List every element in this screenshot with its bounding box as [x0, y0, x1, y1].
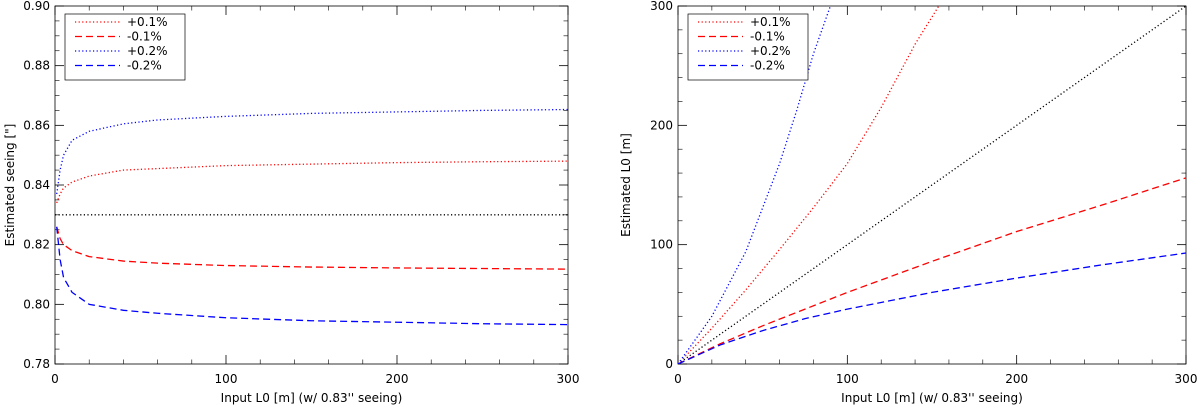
right-data-area [678, 6, 1186, 364]
right-xtick-label: 100 [836, 372, 859, 386]
left-xtick-label: 200 [386, 372, 409, 386]
left-series-line-4 [56, 226, 568, 326]
left-ytick-label: 0.90 [23, 0, 50, 13]
left-legend-label: +0.2% [127, 44, 168, 58]
right-legend: +0.1%-0.1%+0.2%-0.2% [687, 13, 809, 81]
right-series-line-4 [678, 252, 1186, 364]
left-xtick-label: 0 [51, 372, 59, 386]
right-xtick-label: 300 [1175, 372, 1198, 386]
right-legend-label: +0.1% [750, 15, 791, 29]
left-legend: +0.1%-0.1%+0.2%-0.2% [64, 13, 186, 81]
left-legend-box [64, 13, 186, 81]
left-series-line-3 [56, 108, 568, 195]
left-legend-label: -0.2% [127, 59, 162, 73]
left-ytick-label: 0.78 [23, 357, 50, 371]
left-data-area [55, 108, 568, 326]
left-ytick-label: 0.80 [23, 297, 50, 311]
right-ytick-label: 200 [650, 118, 673, 132]
left-series-line-1 [56, 160, 568, 204]
right-reference-line [678, 6, 1186, 364]
right-legend-label: -0.1% [750, 30, 785, 44]
right-legend-label: +0.2% [750, 44, 791, 58]
right-ytick-label: 300 [650, 0, 673, 13]
right-ytick-label: 100 [650, 238, 673, 252]
right-chart-panel: 0 100 200 300 0 100 200 300 Input L0 [m] (w/ 0.8… [619, 0, 1197, 405]
left-ytick-label: 0.84 [23, 178, 50, 192]
right-xtick-label: 200 [1005, 372, 1028, 386]
right-ytick-label: 0 [665, 357, 673, 371]
right-y-axis-label: Estimated L0 [m] [619, 133, 633, 237]
left-xtick-label: 300 [557, 372, 580, 386]
left-series-line-2 [56, 226, 568, 270]
left-ytick-label: 0.88 [23, 59, 50, 73]
right-xtick-label: 0 [674, 372, 682, 386]
right-legend-box [687, 13, 809, 81]
right-series-line-3 [678, 6, 832, 364]
left-y-axis-label: Estimated seeing ["] [3, 124, 17, 247]
right-legend-label: -0.2% [750, 59, 785, 73]
right-series-line-2 [678, 177, 1186, 364]
left-legend-label: +0.1% [127, 15, 168, 29]
left-legend-label: -0.1% [127, 30, 162, 44]
left-ytick-label: 0.82 [23, 238, 50, 252]
right-plot-frame [677, 5, 1187, 365]
left-x-axis-label: Input L0 [m] (w/ 0.83'' seeing) [221, 391, 403, 405]
left-chart-panel: 0.78 0.80 0.82 0.84 0.86 0.88 0.90 0 100 200 300 In… [3, 0, 579, 405]
left-ytick-label: 0.86 [23, 118, 50, 132]
left-xtick-label: 100 [215, 372, 238, 386]
right-x-axis-label: Input L0 [m] (w/ 0.83'' seeing) [841, 391, 1023, 405]
